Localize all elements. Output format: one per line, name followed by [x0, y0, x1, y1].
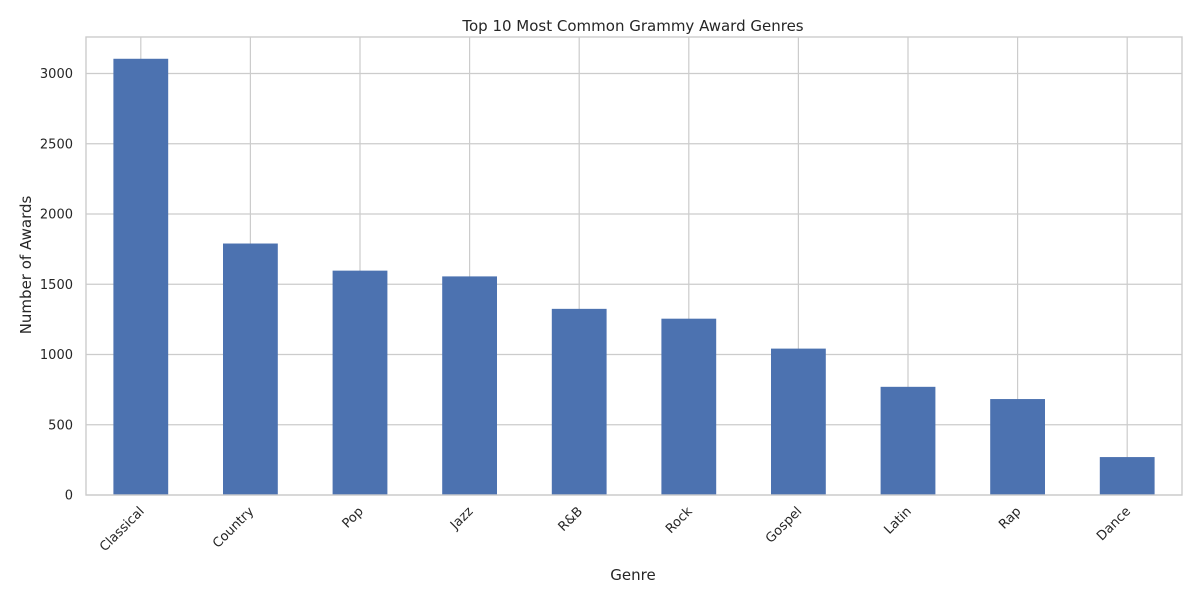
y-tick-label: 3000	[40, 67, 73, 82]
plot-frame	[85, 36, 1183, 496]
bar-latin	[880, 386, 936, 495]
bar-rap	[990, 399, 1045, 495]
y-tick-label: 2500	[40, 137, 73, 152]
x-tick-label: Latin	[881, 504, 914, 537]
x-tick-label: Jazz	[447, 504, 476, 533]
axes-frame	[85, 36, 1183, 496]
x-tick-label: Dance	[1094, 504, 1134, 544]
x-tick-label: Rock	[663, 504, 696, 537]
y-tick-label: 0	[65, 489, 73, 504]
y-tick-label: 1500	[40, 278, 73, 293]
bar-classical	[113, 58, 169, 496]
bar-jazz	[442, 276, 497, 495]
bars	[113, 58, 1155, 496]
bar-gospel	[771, 348, 826, 495]
bar-country	[223, 243, 278, 495]
x-tick-labels: Classical Country Pop Jazz R&B Rock Gospel Lati…	[97, 504, 1134, 555]
x-tick-label: Classical	[97, 504, 148, 555]
y-tick-label: 2000	[40, 208, 73, 223]
x-axis-label: Genre	[610, 566, 655, 584]
x-tick-label: Gospel	[763, 504, 805, 546]
bar-pop	[332, 270, 388, 495]
y-tick-label: 500	[48, 418, 73, 433]
y-axis-label: Number of Awards	[17, 196, 35, 335]
x-tick-label: R&B	[556, 504, 586, 534]
y-tick-label: 1000	[40, 348, 73, 363]
chart-title: Top 10 Most Common Grammy Award Genres	[461, 17, 803, 35]
x-tick-label: Rap	[996, 504, 1024, 532]
bar-r-b	[551, 308, 607, 495]
bar-rock	[661, 318, 717, 495]
y-tick-labels: 0 500 1000 1500 2000 2500 3000	[40, 67, 73, 503]
bar-dance	[1099, 457, 1155, 495]
x-tick-label: Pop	[340, 504, 367, 531]
x-tick-label: Country	[210, 504, 257, 551]
